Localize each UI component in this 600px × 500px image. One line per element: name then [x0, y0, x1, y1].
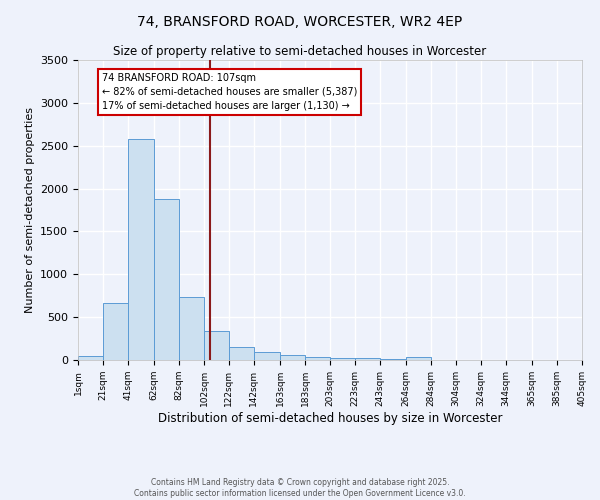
Bar [204, 331, 229, 360]
Bar [179, 296, 204, 360]
Bar [330, 358, 355, 360]
Bar [103, 302, 128, 360]
Bar [254, 352, 280, 360]
Y-axis label: Number of semi-detached properties: Number of semi-detached properties [25, 107, 35, 313]
Bar [154, 199, 179, 360]
Bar [355, 358, 380, 360]
Bar [380, 359, 406, 360]
Text: 74, BRANSFORD ROAD, WORCESTER, WR2 4EP: 74, BRANSFORD ROAD, WORCESTER, WR2 4EP [137, 15, 463, 29]
Bar [229, 346, 254, 360]
Text: Size of property relative to semi-detached houses in Worcester: Size of property relative to semi-detach… [113, 45, 487, 58]
Bar [78, 356, 103, 360]
Bar [305, 358, 330, 360]
Bar [406, 358, 431, 360]
Text: Contains HM Land Registry data © Crown copyright and database right 2025.
Contai: Contains HM Land Registry data © Crown c… [134, 478, 466, 498]
Bar [280, 356, 305, 360]
X-axis label: Distribution of semi-detached houses by size in Worcester: Distribution of semi-detached houses by … [158, 412, 502, 424]
Text: 74 BRANSFORD ROAD: 107sqm
← 82% of semi-detached houses are smaller (5,387)
17% : 74 BRANSFORD ROAD: 107sqm ← 82% of semi-… [102, 73, 357, 111]
Bar [128, 139, 154, 360]
